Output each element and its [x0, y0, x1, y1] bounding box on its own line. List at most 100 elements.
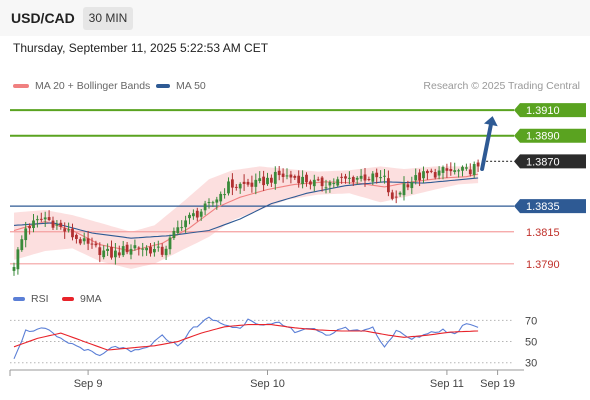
candle-body [402, 183, 406, 196]
candle [449, 162, 453, 176]
candle [192, 209, 195, 220]
chart-credit: Research © 2025 Trading Central [423, 80, 580, 92]
candle [433, 168, 437, 180]
candle-body [141, 248, 145, 250]
candle [461, 165, 464, 177]
candle-body [426, 170, 429, 174]
candle [106, 243, 109, 256]
candle-body [309, 181, 312, 185]
candle-body [289, 174, 293, 178]
candle [457, 168, 460, 178]
candle [160, 243, 164, 258]
candle [149, 242, 152, 257]
candle-body [293, 175, 297, 178]
candle-body [316, 179, 320, 181]
candle-body [211, 202, 215, 204]
candle [43, 211, 47, 227]
candle [20, 235, 24, 252]
candle-body [328, 182, 332, 186]
candle [309, 179, 312, 190]
candle-body [270, 177, 273, 183]
candle-body [145, 247, 148, 251]
candle [262, 170, 265, 191]
candle-body [20, 239, 24, 251]
candle [215, 196, 219, 210]
candle [351, 175, 355, 186]
rsi-tick-label: 50 [525, 337, 537, 349]
candle [398, 191, 402, 197]
candle-body [39, 218, 43, 220]
header-bar: USD/CAD 30 MIN [0, 0, 590, 36]
candle [367, 176, 371, 182]
candle [285, 168, 289, 180]
candle-body [394, 196, 398, 198]
x-tick-label: Sep 10 [250, 378, 285, 390]
candle [238, 182, 242, 194]
candle [82, 232, 86, 245]
candle-body [461, 166, 464, 171]
candle-body [410, 182, 414, 189]
legend-ma50: MA 50 [156, 80, 206, 92]
candle-body [371, 173, 375, 182]
candle [270, 174, 273, 187]
candle [110, 240, 113, 260]
candle-body [242, 181, 246, 184]
rsi-tick-label: 70 [525, 315, 537, 327]
candle [414, 168, 418, 185]
candle-body [457, 170, 460, 172]
candle [390, 189, 394, 201]
x-tick-label: Sep 11 [430, 378, 464, 390]
candle [195, 207, 199, 222]
candle [234, 184, 238, 191]
candle [156, 240, 160, 252]
candle [422, 166, 425, 183]
legend-rsi: RSI [13, 293, 49, 305]
candle [145, 245, 148, 256]
candle [121, 240, 125, 258]
candle-body [262, 176, 265, 186]
candle-body [246, 181, 250, 185]
candle-body [199, 211, 203, 217]
candle-body [51, 220, 55, 228]
candle [387, 170, 390, 197]
candle [359, 169, 363, 182]
candle-body [465, 167, 468, 169]
candle-body [82, 238, 86, 242]
candle [375, 168, 379, 184]
candle-body [94, 243, 98, 246]
candle [51, 216, 55, 230]
candle-body [90, 243, 94, 245]
candle-body [129, 248, 133, 255]
legend-swatch-rsi-ma [62, 297, 74, 302]
candle-body [188, 214, 191, 219]
candle [254, 173, 258, 195]
candle-body [367, 179, 371, 181]
candle [176, 220, 180, 236]
candle-body [418, 172, 421, 181]
candle [141, 242, 145, 257]
candle [336, 176, 340, 187]
candle-body [117, 252, 121, 256]
candle-body [125, 244, 129, 253]
candle [98, 242, 102, 263]
level-label: 1.3870 [526, 156, 560, 168]
candle-body [176, 227, 180, 234]
candle [117, 245, 121, 258]
candle-body [441, 167, 445, 173]
candle-body [133, 245, 137, 249]
candle-body [78, 239, 82, 244]
candle [114, 243, 117, 265]
timeframe-badge[interactable]: 30 MIN [83, 7, 133, 30]
candle-body [390, 192, 394, 199]
candle [437, 166, 441, 180]
level-tag [514, 154, 586, 169]
candle [371, 171, 375, 186]
candle [363, 168, 367, 187]
candle-body [234, 186, 238, 188]
candle [231, 173, 234, 196]
candle-body [375, 172, 379, 178]
candle [418, 169, 421, 187]
candle [125, 242, 129, 255]
level-label: 1.3790 [526, 259, 560, 271]
